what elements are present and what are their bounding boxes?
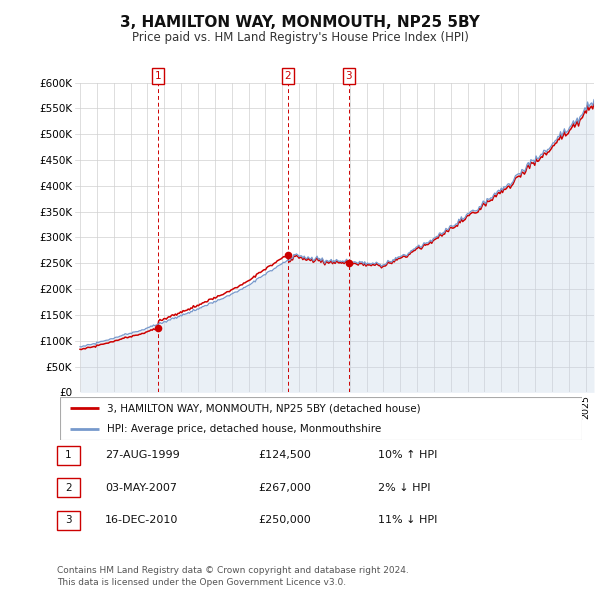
- Text: 1: 1: [65, 451, 72, 460]
- Text: 11% ↓ HPI: 11% ↓ HPI: [378, 516, 437, 525]
- Text: £267,000: £267,000: [258, 483, 311, 493]
- Text: 3: 3: [65, 516, 72, 525]
- FancyBboxPatch shape: [60, 397, 582, 440]
- Text: Contains HM Land Registry data © Crown copyright and database right 2024.
This d: Contains HM Land Registry data © Crown c…: [57, 566, 409, 587]
- Text: 03-MAY-2007: 03-MAY-2007: [105, 483, 177, 493]
- Text: 3, HAMILTON WAY, MONMOUTH, NP25 5BY: 3, HAMILTON WAY, MONMOUTH, NP25 5BY: [120, 15, 480, 30]
- Text: 3: 3: [346, 71, 352, 81]
- Text: 2: 2: [284, 71, 291, 81]
- Text: 10% ↑ HPI: 10% ↑ HPI: [378, 451, 437, 460]
- Text: £124,500: £124,500: [258, 451, 311, 460]
- Text: 1: 1: [155, 71, 162, 81]
- Text: 2% ↓ HPI: 2% ↓ HPI: [378, 483, 431, 493]
- Text: 27-AUG-1999: 27-AUG-1999: [105, 451, 180, 460]
- Text: 2: 2: [65, 483, 72, 493]
- Text: £250,000: £250,000: [258, 516, 311, 525]
- Text: 16-DEC-2010: 16-DEC-2010: [105, 516, 178, 525]
- Text: HPI: Average price, detached house, Monmouthshire: HPI: Average price, detached house, Monm…: [107, 424, 381, 434]
- Text: 3, HAMILTON WAY, MONMOUTH, NP25 5BY (detached house): 3, HAMILTON WAY, MONMOUTH, NP25 5BY (det…: [107, 403, 421, 413]
- Text: Price paid vs. HM Land Registry's House Price Index (HPI): Price paid vs. HM Land Registry's House …: [131, 31, 469, 44]
